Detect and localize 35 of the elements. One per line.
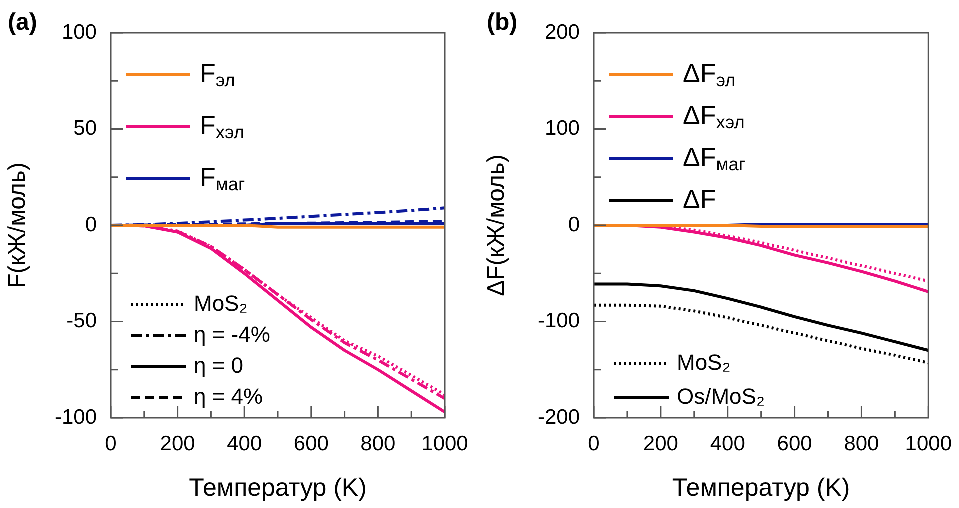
- legend-label: η = -4%: [194, 322, 270, 348]
- x-tick-label: 800: [360, 432, 396, 456]
- x-tick-label: 0: [105, 432, 117, 456]
- x-tick-label: 400: [227, 432, 262, 456]
- legend-label: MoS₂: [194, 291, 248, 316]
- chart-title: (b): [487, 9, 518, 36]
- x-tick-label: 200: [160, 432, 196, 456]
- y-tick-label: -100: [538, 310, 580, 333]
- y-axis-title: ΔF(кЖ/моль): [483, 154, 510, 296]
- y-tick-label: -200: [538, 406, 580, 429]
- legend-label: MoS₂: [677, 350, 731, 376]
- x-tick-label: 200: [643, 432, 678, 456]
- y-tick-label: 0: [568, 213, 580, 236]
- y-axis-title: F(кЖ/моль): [4, 162, 32, 288]
- chart-title: (a): [8, 9, 38, 36]
- y-tick-label: 100: [544, 117, 580, 140]
- y-tick-label: 0: [85, 213, 97, 236]
- x-tick-label: 600: [294, 432, 329, 456]
- x-tick-label: 400: [710, 432, 746, 456]
- x-axis-title: Температур (K): [189, 474, 367, 502]
- y-tick-label: -100: [54, 406, 97, 429]
- legend-label: η = 0: [194, 353, 244, 378]
- y-tick-label: 100: [62, 20, 97, 44]
- x-tick-label: 1000: [422, 432, 468, 456]
- legend-label: Os/MoS₂: [677, 384, 765, 410]
- x-tick-label: 1000: [905, 432, 952, 456]
- x-tick-label: 600: [777, 432, 812, 456]
- y-tick-label: 200: [544, 20, 580, 44]
- x-tick-label: 0: [588, 432, 600, 456]
- legend-label: η = 4%: [194, 384, 264, 410]
- y-tick-label: 50: [74, 117, 97, 140]
- x-axis-title: Температур (K): [672, 474, 850, 502]
- x-tick-label: 800: [844, 432, 880, 456]
- y-tick-label: -50: [66, 310, 97, 333]
- legend-label: ΔF: [683, 184, 716, 214]
